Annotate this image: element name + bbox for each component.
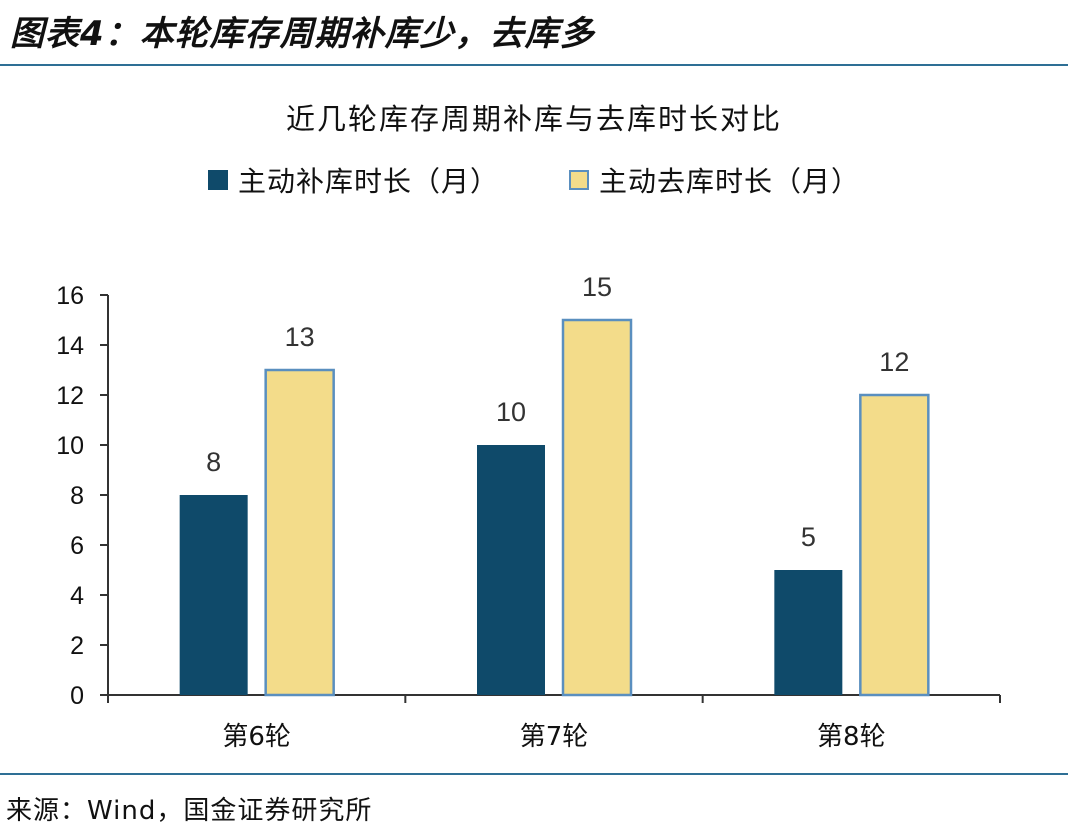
bar-series-1: [179, 495, 248, 695]
y-tick-label: 10: [56, 432, 84, 460]
bar-series-1: [774, 570, 843, 695]
source-note: 来源：Wind，国金证券研究所: [6, 796, 373, 826]
bar-series-2: [859, 393, 930, 697]
chart-title: 近几轮库存周期补库与去库时长对比: [285, 102, 782, 136]
x-category-label: 第6轮: [222, 722, 291, 752]
figure-title: 图表4：本轮库存周期补库少，去库多: [10, 14, 595, 54]
bottom-divider: [0, 773, 1068, 775]
y-tick-label: 8: [70, 482, 84, 510]
y-tick-label: 16: [56, 282, 84, 310]
data-label-series-2: 15: [582, 272, 612, 302]
y-tick-label: 6: [70, 532, 84, 560]
legend-swatch-series-2: [569, 170, 589, 190]
bar-chart: 0 2 4 6 8 10 12 14 16 第6轮 8 13 第7轮 10 15 第8轮 5 12: [56, 272, 1001, 752]
y-tick-label: 4: [70, 582, 84, 610]
legend-item-series-2: 主动去库时长（月）: [569, 160, 860, 200]
data-label-series-1: 10: [496, 397, 526, 427]
bar-series-2: [264, 368, 335, 697]
top-divider: [0, 64, 1068, 66]
bar-series-1: [477, 445, 545, 695]
legend-swatch-series-1: [207, 170, 228, 190]
chart-legend: 主动补库时长（月） 主动去库时长（月）: [0, 160, 1068, 200]
y-tick-label: 2: [70, 632, 84, 660]
y-tick-label: 0: [70, 682, 84, 710]
x-category-label: 第8轮: [817, 722, 886, 752]
data-label-series-2: 12: [879, 347, 909, 377]
data-label-series-1: 5: [801, 522, 816, 552]
legend-item-series-1: 主动补库时长（月）: [207, 160, 499, 200]
y-tick-label: 12: [56, 382, 84, 410]
x-category-label: 第7轮: [520, 722, 589, 752]
y-tick-label: 14: [56, 332, 84, 360]
legend-label-series-2: 主动去库时长（月）: [599, 165, 861, 198]
data-label-series-2: 13: [285, 322, 315, 352]
data-label-series-1: 8: [206, 447, 221, 477]
bar-series-2: [561, 318, 633, 697]
legend-label-series-1: 主动补库时长（月）: [237, 165, 499, 198]
